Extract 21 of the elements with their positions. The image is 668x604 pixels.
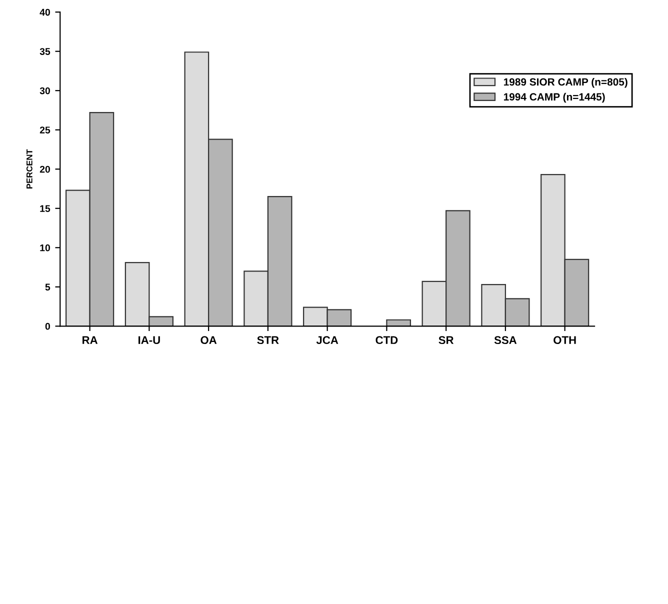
y-tick-label: 15	[40, 205, 50, 212]
y-tick-label: 30	[40, 87, 50, 94]
x-tick-label: SSA	[494, 336, 517, 344]
legend-label: 1989 SIOR CAMP (n=805)	[504, 78, 628, 88]
x-tick-label: RA	[82, 336, 98, 344]
x-tick-label: OTH	[554, 336, 576, 344]
y-tick-label: 25	[40, 126, 50, 134]
y-tick-label: 5	[45, 284, 50, 291]
x-tick-label: OA	[200, 336, 217, 344]
y-tick-label: 20	[40, 166, 50, 173]
x-tick-label: IA-U	[138, 336, 160, 344]
x-tick-label: JCA	[316, 336, 338, 344]
x-tick-label: CTD	[376, 336, 398, 344]
y-tick-label: 40	[40, 8, 50, 16]
y-axis-title: PERCENT	[26, 149, 32, 188]
x-tick-label: SR	[438, 336, 454, 344]
x-tick-label: STR	[257, 336, 279, 344]
y-tick-label: 35	[40, 48, 50, 55]
y-tick-label: 10	[40, 244, 50, 252]
y-tick-label: 0	[45, 322, 50, 330]
legend-label: 1994 CAMP (n=1445)	[504, 92, 605, 103]
